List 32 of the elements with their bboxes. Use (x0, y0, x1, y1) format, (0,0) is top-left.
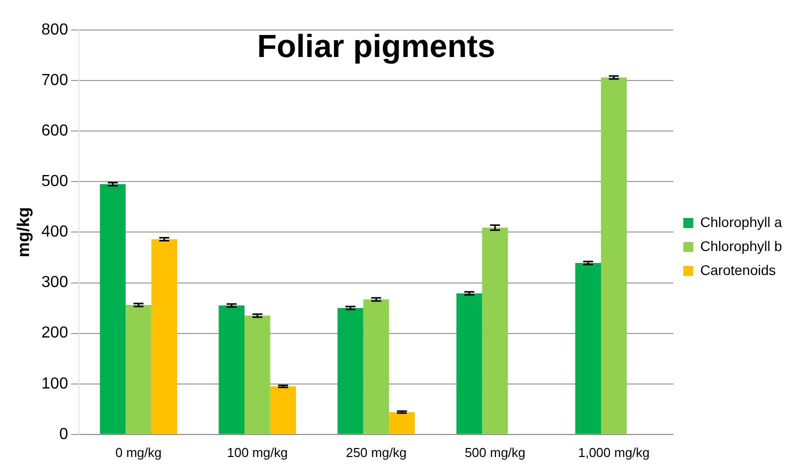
y-axis-title: mg/kg (14, 207, 33, 258)
bar (126, 304, 152, 434)
bar (338, 308, 364, 434)
bar (270, 386, 296, 434)
y-tick-label: 300 (41, 274, 68, 292)
x-tick-label: 500 mg/kg (464, 444, 526, 460)
chart-title: Foliar pigments (257, 28, 496, 64)
legend-label: Chlorophyll a (700, 214, 782, 230)
y-tick-label: 400 (41, 224, 68, 241)
y-tick-label: 200 (41, 324, 68, 342)
bar (600, 78, 627, 434)
y-tick-label: 700 (41, 72, 68, 89)
bar (151, 239, 178, 434)
bar (218, 306, 244, 434)
bar (244, 316, 270, 434)
x-tick-label: 100 mg/kg (227, 444, 288, 460)
x-tick-label: 0 mg/kg (115, 444, 162, 460)
y-tick-label: 600 (41, 122, 68, 140)
bar (575, 263, 601, 434)
bar (100, 184, 126, 434)
y-tick-label: 0 (59, 426, 68, 443)
legend-label: Carotenoids (700, 262, 776, 278)
y-tick-label: 800 (41, 21, 68, 38)
y-tick-label: 500 (41, 173, 68, 190)
bar (363, 299, 390, 434)
legend-label: Chlorophyll b (700, 238, 782, 254)
bar (389, 412, 415, 434)
bar (482, 228, 508, 434)
x-tick-label: 250 mg/kg (346, 444, 407, 460)
x-tick-label: 1,000 mg/kg (578, 444, 650, 460)
bar (456, 293, 482, 434)
y-tick-label: 100 (41, 375, 68, 392)
